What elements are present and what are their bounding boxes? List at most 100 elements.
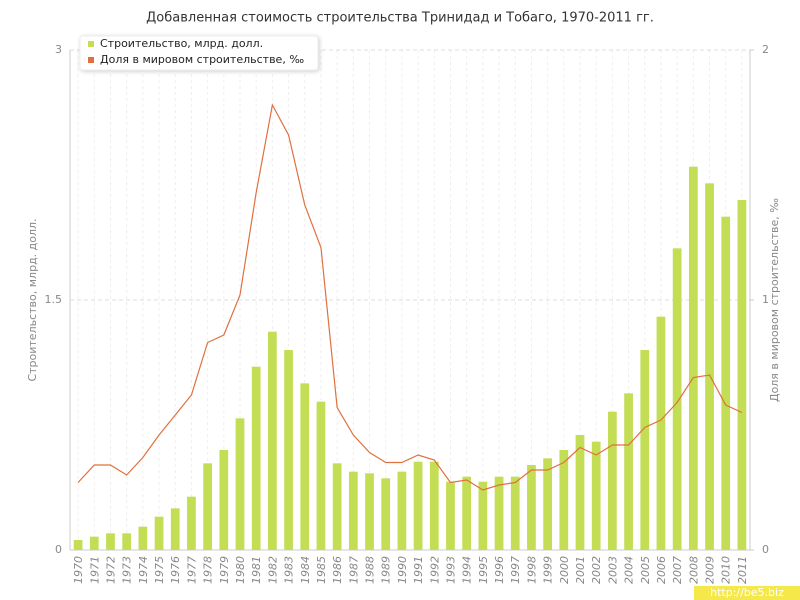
bar xyxy=(591,441,601,550)
x-tick-label: 1983 xyxy=(283,556,296,584)
y-tick-label: 1.5 xyxy=(45,293,63,306)
bar xyxy=(106,533,115,550)
bar xyxy=(348,471,358,550)
x-tick-label: 1970 xyxy=(72,556,85,584)
bar xyxy=(656,316,666,550)
legend-label: Строительство, млрд. долл. xyxy=(100,37,263,50)
y2-tick-label: 1 xyxy=(762,293,769,306)
x-tick-label: 1972 xyxy=(104,556,117,584)
watermark: http://be5.biz xyxy=(710,586,784,599)
bar xyxy=(705,183,714,551)
y2-tick-label: 2 xyxy=(762,43,769,56)
bar xyxy=(219,450,229,550)
x-tick-label: 1998 xyxy=(525,556,538,584)
bar xyxy=(559,450,569,550)
y2-axis-title: Доля в мировом строительстве, ‰ xyxy=(768,198,781,402)
bar xyxy=(170,508,180,550)
x-tick-label: 1977 xyxy=(185,556,198,584)
chart-title: Добавленная стоимость строительства Трин… xyxy=(146,11,654,26)
x-tick-label: 1995 xyxy=(477,556,490,584)
x-tick-label: 2009 xyxy=(704,556,717,584)
bar xyxy=(122,533,132,550)
x-tick-label: 1985 xyxy=(315,556,328,584)
x-tick-label: 1994 xyxy=(461,556,474,584)
y-tick-label: 3 xyxy=(55,43,62,56)
x-tick-label: 1992 xyxy=(428,556,441,584)
bar xyxy=(413,461,423,550)
bar xyxy=(138,526,148,550)
x-tick-label: 1988 xyxy=(364,556,377,584)
x-tick-label: 1978 xyxy=(202,556,215,584)
x-tick-label: 2010 xyxy=(720,556,733,584)
x-tick-label: 1980 xyxy=(234,556,247,584)
legend-box xyxy=(79,35,319,71)
bar xyxy=(154,516,164,550)
x-tick-label: 1987 xyxy=(347,556,360,584)
x-tick-label: 1997 xyxy=(509,556,522,584)
bar xyxy=(688,166,698,550)
bar xyxy=(672,248,682,551)
x-tick-label: 2008 xyxy=(687,556,700,584)
bar xyxy=(316,401,326,550)
bar xyxy=(332,463,342,550)
bar xyxy=(187,496,196,550)
y-tick-label: 0 xyxy=(55,543,62,556)
x-tick-label: 2011 xyxy=(736,556,749,584)
bar xyxy=(446,481,455,550)
x-tick-label: 2006 xyxy=(655,556,668,584)
x-tick-label: 1974 xyxy=(137,556,150,584)
x-tick-label: 2007 xyxy=(671,556,684,584)
bar xyxy=(721,216,731,550)
line xyxy=(77,103,743,491)
legend-swatch xyxy=(88,41,94,47)
x-tick-label: 2000 xyxy=(558,556,571,584)
bar xyxy=(494,476,504,550)
bar xyxy=(510,476,520,550)
x-tick-label: 1986 xyxy=(331,556,344,584)
bar xyxy=(640,350,650,550)
bar xyxy=(89,536,99,550)
bar xyxy=(365,473,374,550)
bar xyxy=(608,411,617,550)
legend-swatch xyxy=(88,57,94,63)
bar xyxy=(203,463,212,550)
bar xyxy=(527,465,536,550)
legend-label: Доля в мировом строительстве, ‰ xyxy=(100,53,304,66)
bar xyxy=(268,331,277,550)
y-axis-title: Строительство, млрд. долл. xyxy=(26,218,39,381)
bar xyxy=(575,435,585,550)
x-tick-label: 1999 xyxy=(542,556,555,584)
bar xyxy=(737,200,747,550)
bar xyxy=(381,478,391,550)
bar xyxy=(251,366,261,550)
x-tick-label: 2004 xyxy=(623,556,636,584)
x-tick-label: 1976 xyxy=(169,556,182,584)
bar xyxy=(543,458,552,550)
watermark-bg xyxy=(694,586,800,600)
x-tick-label: 1979 xyxy=(218,556,231,584)
x-tick-label: 2005 xyxy=(639,556,652,584)
bar xyxy=(397,471,407,550)
bar xyxy=(284,350,293,550)
x-tick-label: 1982 xyxy=(266,556,279,584)
x-tick-label: 2003 xyxy=(606,556,619,584)
bar xyxy=(478,481,488,550)
bar xyxy=(624,393,633,550)
bar xyxy=(73,540,83,550)
x-tick-label: 1981 xyxy=(250,556,263,584)
x-tick-label: 2002 xyxy=(590,556,603,584)
bar xyxy=(429,461,439,550)
x-tick-label: 1990 xyxy=(396,556,409,584)
x-tick-label: 1991 xyxy=(412,556,425,584)
y2-tick-label: 0 xyxy=(762,543,769,556)
x-tick-label: 1993 xyxy=(444,556,457,584)
bar xyxy=(300,383,310,550)
x-tick-label: 1975 xyxy=(153,556,166,584)
bar xyxy=(235,418,245,550)
x-tick-label: 1971 xyxy=(88,556,101,584)
bar xyxy=(462,476,472,550)
x-tick-label: 1989 xyxy=(380,556,393,584)
x-tick-label: 1973 xyxy=(121,556,134,584)
x-tick-label: 1996 xyxy=(493,556,506,584)
